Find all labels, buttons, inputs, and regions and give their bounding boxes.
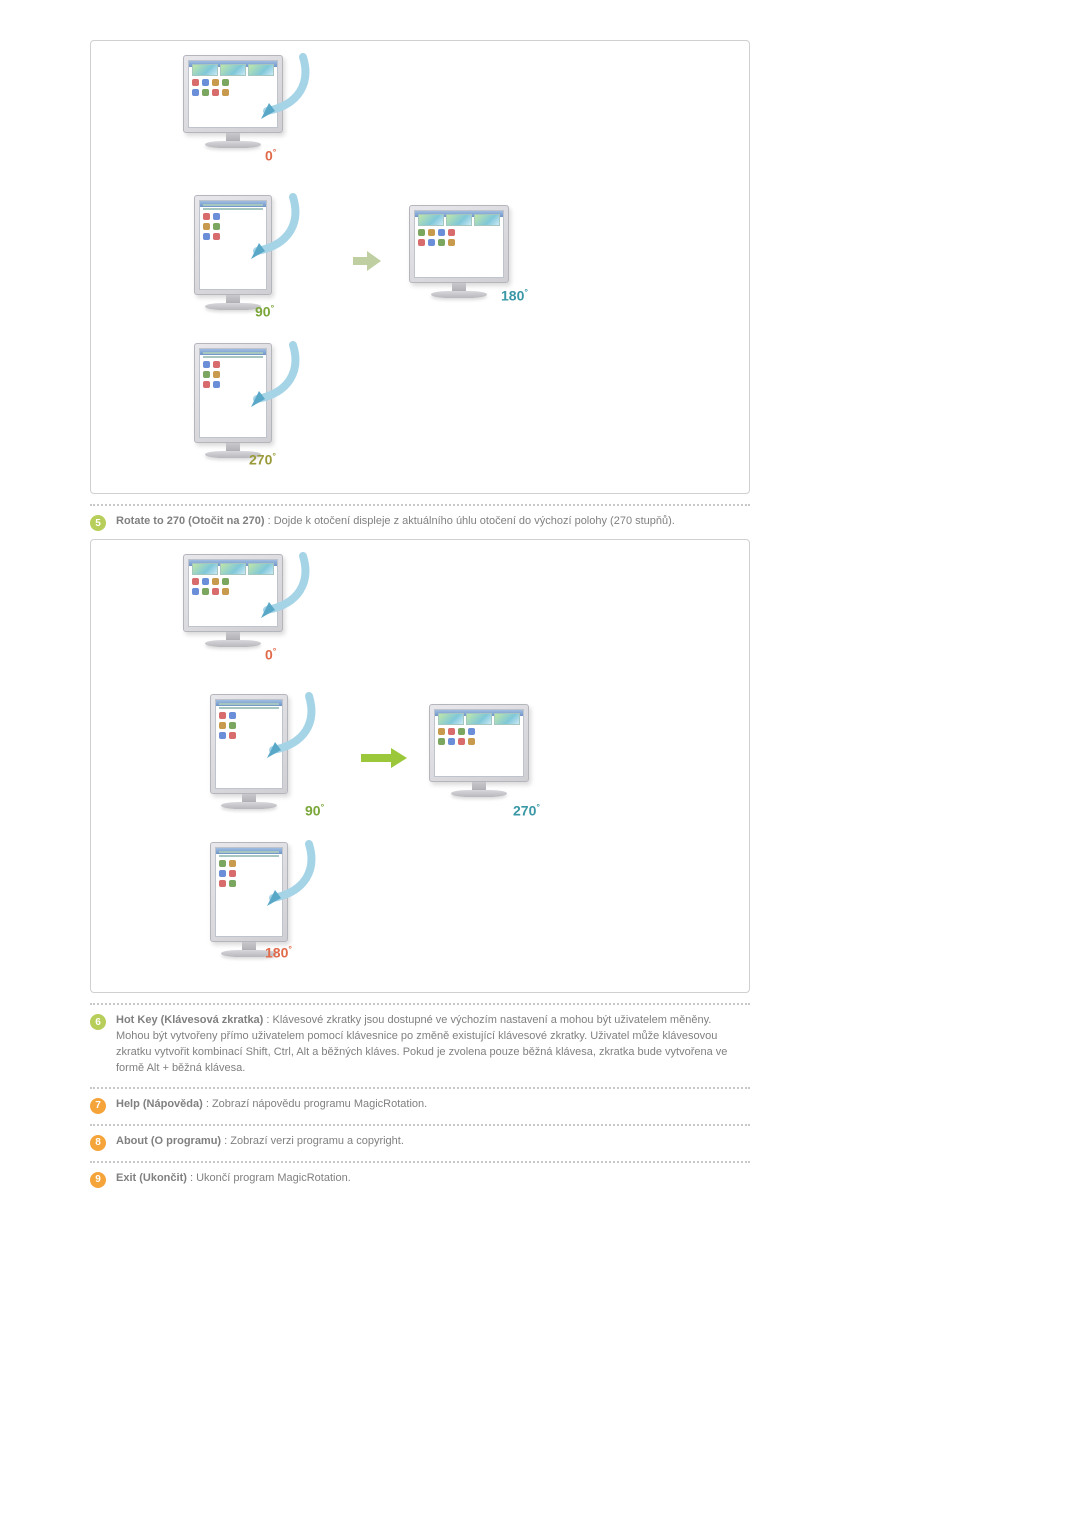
diagram-rotate-180: 0° 90° bbox=[90, 40, 750, 494]
degree-label-180: 180° bbox=[501, 287, 528, 304]
item-title: Exit (Ukončit) bbox=[116, 1172, 187, 1184]
divider-dots bbox=[90, 1157, 750, 1167]
list-item-7: 7 Help (Nápověda) : Zobrazí nápovědu pro… bbox=[90, 1097, 750, 1114]
item-title: Rotate to 270 (Otočit na 270) bbox=[116, 515, 265, 527]
degree-label-0: 0° bbox=[265, 147, 276, 164]
item-text: Exit (Ukončit) : Ukončí program MagicRot… bbox=[116, 1171, 750, 1188]
badge-8: 8 bbox=[90, 1135, 106, 1151]
item-body: : Zobrazí nápovědu programu MagicRotatio… bbox=[203, 1098, 427, 1110]
degree-label-270: 270° bbox=[513, 802, 540, 819]
list-item-6: 6 Hot Key (Klávesová zkratka) : Klávesov… bbox=[90, 1013, 750, 1077]
monitor-90 bbox=[194, 195, 272, 310]
monitor-0 bbox=[183, 554, 283, 647]
item-title: About (O programu) bbox=[116, 1135, 221, 1147]
monitor-180 bbox=[409, 205, 509, 298]
divider-dots bbox=[90, 1120, 750, 1130]
divider-dots bbox=[90, 500, 750, 510]
degree-label-180: 180° bbox=[265, 944, 292, 961]
monitor-0 bbox=[183, 55, 283, 148]
item-title: Hot Key (Klávesová zkratka) bbox=[116, 1014, 263, 1026]
item-body-extra: Mohou být vytvořeny přímo uživatelem pom… bbox=[116, 1030, 727, 1074]
item-text: Hot Key (Klávesová zkratka) : Klávesové … bbox=[116, 1013, 750, 1077]
item-body: : Dojde k otočení displeje z aktuálního … bbox=[265, 515, 675, 527]
badge-6: 6 bbox=[90, 1014, 106, 1030]
monitor-180 bbox=[210, 842, 288, 957]
item-text: Rotate to 270 (Otočit na 270) : Dojde k … bbox=[116, 514, 750, 531]
divider-dots bbox=[90, 1083, 750, 1093]
item-text: About (O programu) : Zobrazí verzi progr… bbox=[116, 1134, 750, 1151]
item-body: : Ukončí program MagicRotation. bbox=[187, 1172, 351, 1184]
list-item-9: 9 Exit (Ukončit) : Ukončí program MagicR… bbox=[90, 1171, 750, 1188]
item-body: : Zobrazí verzi programu a copyright. bbox=[221, 1135, 404, 1147]
list-item-5: 5 Rotate to 270 (Otočit na 270) : Dojde … bbox=[90, 514, 750, 531]
badge-7: 7 bbox=[90, 1098, 106, 1114]
monitor-90 bbox=[210, 694, 288, 809]
monitor-270 bbox=[429, 704, 529, 797]
list-item-8: 8 About (O programu) : Zobrazí verzi pro… bbox=[90, 1134, 750, 1151]
step-arrow-icon bbox=[353, 251, 381, 271]
badge-9: 9 bbox=[90, 1172, 106, 1188]
monitor-270 bbox=[194, 343, 272, 458]
step-arrow-icon bbox=[361, 748, 407, 768]
item-title: Help (Nápověda) bbox=[116, 1098, 203, 1110]
page: 0° 90° bbox=[0, 0, 900, 1272]
item-body: : Klávesové zkratky jsou dostupné ve výc… bbox=[263, 1014, 711, 1026]
degree-label-270: 270° bbox=[249, 451, 276, 468]
degree-label-0: 0° bbox=[265, 646, 276, 663]
degree-label-90: 90° bbox=[305, 802, 324, 819]
diagram-rotate-270: 0° 90° bbox=[90, 539, 750, 993]
divider-dots bbox=[90, 999, 750, 1009]
degree-label-90: 90° bbox=[255, 303, 274, 320]
badge-5: 5 bbox=[90, 515, 106, 531]
item-text: Help (Nápověda) : Zobrazí nápovědu progr… bbox=[116, 1097, 750, 1114]
